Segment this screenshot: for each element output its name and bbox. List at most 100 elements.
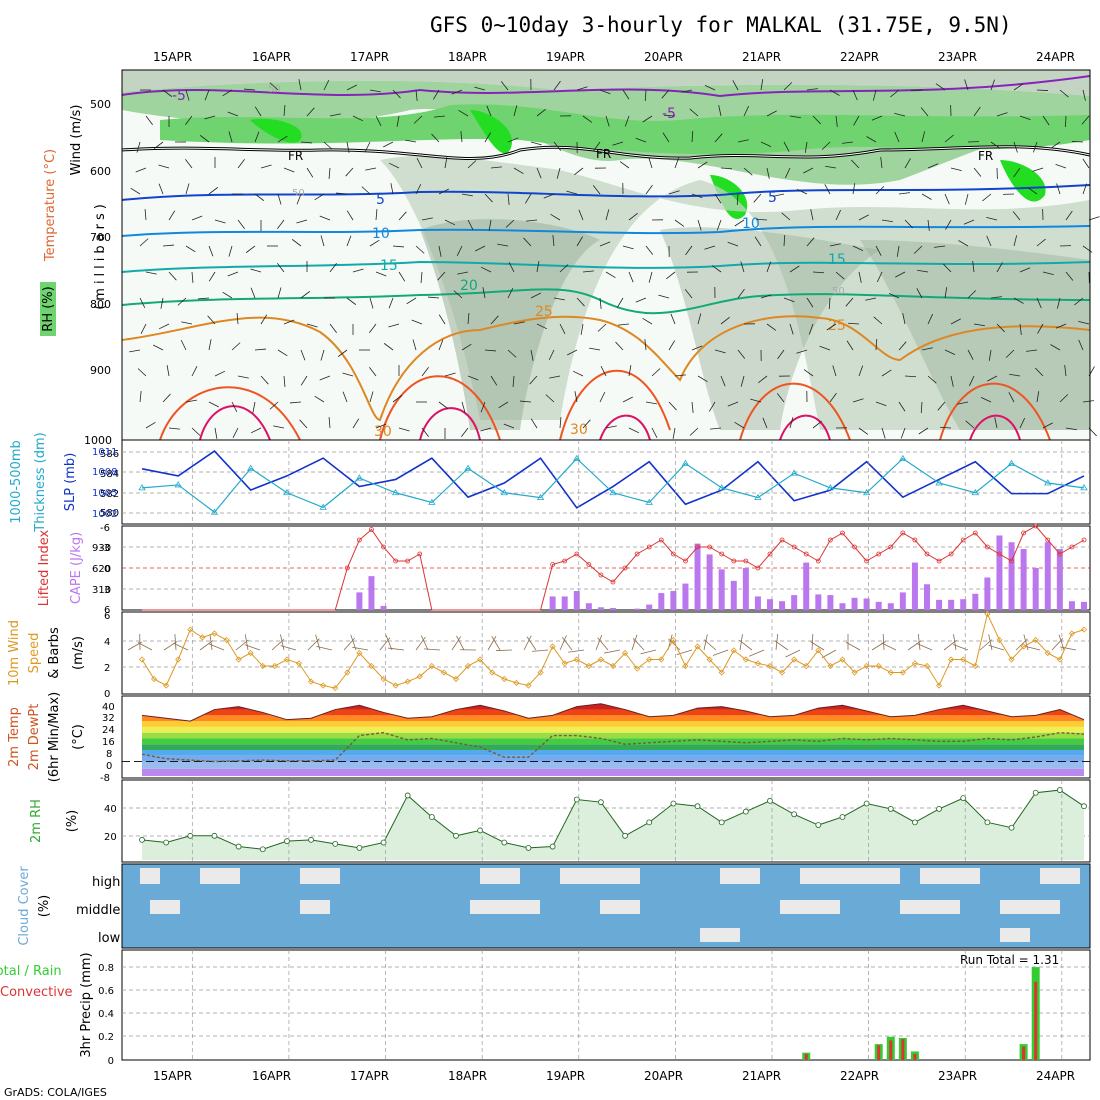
wind-barb — [743, 105, 750, 117]
wind-barb — [875, 186, 885, 195]
wind-barb — [1082, 183, 1087, 195]
wind10-point — [634, 665, 641, 672]
wind-barb — [880, 157, 883, 169]
wind10-barb — [526, 636, 537, 651]
cape-bar — [887, 603, 894, 610]
li-point — [586, 562, 592, 567]
wind-barb — [737, 288, 745, 299]
wind-barb — [651, 368, 661, 377]
thickness-point — [862, 488, 871, 496]
wind-barb — [507, 349, 517, 358]
thickness-point — [681, 459, 690, 466]
wind10-point — [223, 636, 230, 644]
cloud-layer-label: low — [98, 931, 121, 946]
wind-barb — [865, 297, 877, 301]
rh-tick: 40 — [104, 804, 117, 815]
wind-barb — [214, 427, 218, 439]
wind10-point — [791, 656, 798, 663]
top-date-label: 24APR — [1036, 50, 1075, 64]
wind-barb — [847, 322, 860, 325]
wind10-barb — [137, 642, 153, 651]
y-tick-label: 1000 — [84, 434, 112, 447]
wind-barb — [488, 219, 492, 231]
wind-barb — [704, 84, 716, 91]
wind10-point — [489, 669, 496, 676]
wind-barb — [168, 427, 180, 430]
cape-bar — [356, 592, 363, 610]
li-tick: 6 — [104, 605, 110, 616]
bottom-date-label: 24APR — [1036, 1069, 1075, 1083]
precip-conv-bar — [1022, 1046, 1026, 1060]
wind10-point — [815, 647, 822, 654]
wind-barb — [392, 89, 401, 99]
precip-conv-bar — [889, 1040, 893, 1060]
wind-barb — [574, 167, 584, 176]
wind-barb — [323, 141, 333, 150]
wind-barb — [405, 139, 417, 143]
cape-bar — [875, 601, 882, 610]
wind10-point — [247, 649, 254, 657]
slp-tick: 1002 — [92, 509, 117, 520]
wind-barb — [227, 271, 239, 277]
top-date-label: 18APR — [448, 50, 487, 64]
wind-barb — [411, 319, 423, 325]
wind10-point — [682, 662, 689, 670]
wind-barb — [990, 141, 1001, 149]
wind-tick: 0 — [104, 689, 110, 700]
wind10-barb — [456, 635, 465, 651]
wind10-point — [1020, 643, 1027, 650]
wind10-point — [163, 682, 170, 689]
wind-barb — [635, 137, 647, 143]
isotherm-25 — [121, 315, 1091, 422]
cape-bar — [754, 596, 761, 610]
wind-barb — [329, 323, 337, 334]
wind10-point — [754, 660, 761, 667]
wind10-point — [404, 678, 411, 685]
freezing-label: FR — [978, 149, 993, 163]
wind-barb — [1036, 238, 1046, 247]
li-tick: 3 — [104, 585, 110, 596]
rh-point — [573, 796, 580, 803]
rh-point — [1008, 824, 1015, 831]
wind10-barb — [640, 649, 657, 655]
temp-band — [142, 726, 1084, 733]
wind-barb — [548, 349, 555, 361]
wind10-point — [295, 660, 303, 667]
wind-barb — [480, 427, 492, 432]
wind-barb — [666, 271, 676, 280]
thickness-point — [391, 488, 400, 496]
li-point — [827, 537, 833, 543]
wind-barb — [599, 391, 606, 403]
li-point — [888, 544, 894, 550]
wind-barb — [467, 219, 474, 230]
wind-barb — [832, 365, 837, 377]
precip-conv-bar — [877, 1045, 881, 1060]
wind-barb — [438, 245, 442, 257]
wind-barb — [185, 399, 197, 403]
wind-barb — [260, 314, 268, 325]
wind-barb — [153, 344, 164, 351]
wind10-barb — [559, 635, 567, 651]
wind-ylabel-a: 10m Wind — [7, 620, 22, 686]
wind-barb — [894, 131, 900, 143]
wind-barb — [628, 271, 634, 283]
wind-barb — [438, 188, 449, 195]
wind-barb — [277, 262, 285, 273]
cape-ylabel: CAPE (J/kg) — [69, 532, 84, 604]
wind-barb — [944, 287, 948, 299]
wind-barb — [508, 262, 515, 273]
wind-barb — [973, 106, 981, 117]
wind-barb — [1019, 323, 1022, 335]
wind10-point — [259, 662, 266, 670]
wind-barb — [732, 80, 739, 91]
wind10-point — [658, 656, 665, 663]
wind-barb — [300, 375, 308, 386]
wind-barb — [697, 219, 702, 231]
wind-barb — [475, 245, 486, 252]
rh-tick: 20 — [104, 832, 117, 843]
temp-band — [142, 721, 1084, 727]
wind-barb — [1027, 187, 1038, 195]
wind-barb — [755, 218, 768, 221]
wind-barb — [227, 111, 239, 117]
wind-barb — [467, 375, 479, 381]
